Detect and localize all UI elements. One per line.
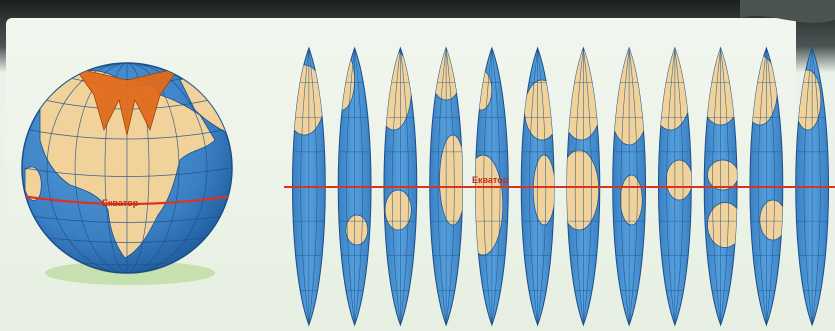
- gore-segment: [612, 46, 646, 327]
- globe-gore-cap: [74, 67, 180, 136]
- globe-equator-label: Екватор: [102, 198, 139, 208]
- gores-map: [292, 46, 829, 327]
- gore-segment: [658, 46, 692, 327]
- globe-equator-line: [22, 194, 232, 206]
- gores-equator-label: Екватор: [472, 175, 509, 185]
- gore-segment: [703, 46, 738, 327]
- globe: Екватор: [21, 62, 233, 274]
- globe-land-americas: [24, 166, 42, 201]
- page-curl: [740, 0, 835, 23]
